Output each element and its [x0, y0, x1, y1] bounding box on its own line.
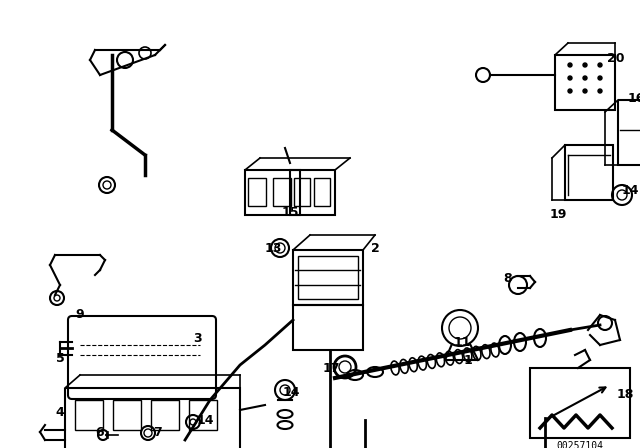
Text: 6: 6: [96, 426, 104, 439]
Circle shape: [568, 63, 572, 67]
Bar: [530, 368, 630, 438]
Text: 2: 2: [371, 241, 380, 254]
Bar: [565, 145, 613, 200]
Bar: [65, 388, 240, 448]
Circle shape: [598, 89, 602, 93]
Text: 15: 15: [281, 207, 299, 220]
Text: 00257104: 00257104: [557, 441, 604, 448]
Bar: [189, 400, 217, 430]
Text: 4: 4: [56, 406, 65, 419]
Text: 13: 13: [264, 241, 282, 254]
Text: 16: 16: [627, 91, 640, 104]
Circle shape: [583, 89, 587, 93]
Bar: [273, 178, 291, 206]
Text: 8: 8: [504, 271, 512, 284]
Text: 1: 1: [463, 353, 472, 366]
Bar: [298, 256, 358, 299]
Bar: [293, 305, 363, 350]
Bar: [151, 400, 179, 430]
Text: 5: 5: [56, 352, 65, 365]
Text: 14: 14: [621, 184, 639, 197]
Bar: [245, 170, 300, 215]
Bar: [294, 178, 310, 206]
Text: 11: 11: [453, 336, 471, 349]
Bar: [248, 178, 266, 206]
Circle shape: [583, 63, 587, 67]
Bar: [75, 400, 103, 430]
Circle shape: [568, 76, 572, 80]
Text: 20: 20: [607, 52, 625, 65]
Text: 9: 9: [76, 309, 84, 322]
Text: 18: 18: [616, 388, 634, 401]
Bar: [314, 178, 330, 206]
Circle shape: [598, 76, 602, 80]
Bar: [555, 55, 615, 110]
Bar: [293, 250, 363, 305]
Text: 3: 3: [193, 332, 202, 345]
Circle shape: [568, 89, 572, 93]
Bar: [290, 170, 335, 215]
Text: 14: 14: [196, 414, 214, 426]
Circle shape: [583, 76, 587, 80]
Circle shape: [598, 63, 602, 67]
Text: 17: 17: [323, 362, 340, 375]
Text: 7: 7: [154, 426, 163, 439]
Bar: [113, 400, 141, 430]
Text: 14: 14: [282, 387, 300, 400]
Text: 19: 19: [549, 208, 566, 221]
Bar: [618, 100, 640, 165]
